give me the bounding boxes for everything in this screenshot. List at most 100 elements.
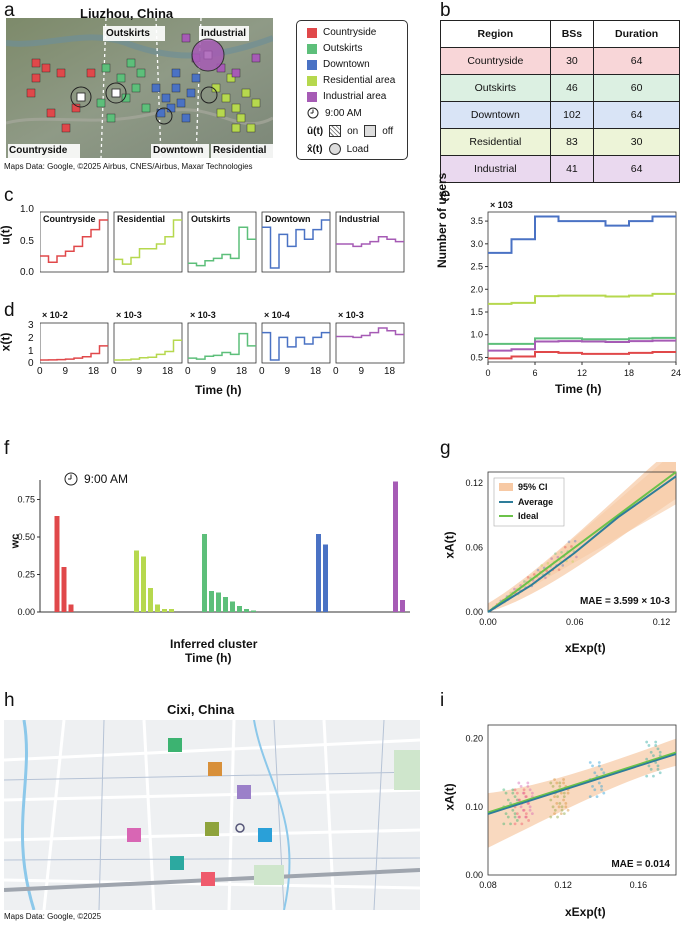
industrial-load-circle [191, 38, 225, 72]
countryside-load-circle [70, 86, 92, 108]
i-point [602, 791, 606, 795]
map-roads [4, 720, 420, 910]
d-frame [40, 322, 109, 364]
i-point [511, 788, 515, 792]
bs-marker [96, 98, 106, 108]
i-ideal-line [487, 751, 677, 813]
g-legend-avg: Average [518, 497, 553, 507]
g-point [557, 568, 561, 571]
d-subplot [187, 322, 257, 364]
panel-label-i: i [440, 690, 445, 711]
i-point [562, 812, 566, 816]
map-legend: Countryside Outskirts Downtown Residenti… [296, 20, 408, 160]
c-subplot: Countryside [40, 211, 109, 273]
i-point [522, 788, 526, 792]
bs-marker [41, 63, 51, 73]
d-scale-label: × 10-3 [116, 310, 142, 320]
e-series-line [488, 292, 676, 305]
i-point [588, 761, 592, 764]
i-point [649, 750, 653, 754]
bs-marker [141, 103, 151, 113]
g-xtick: 0.12 [653, 617, 671, 627]
residential-label-bg [211, 144, 273, 158]
i-point [528, 805, 532, 809]
bs-marker [191, 73, 201, 83]
bs-marker [236, 113, 246, 123]
c-series-line [188, 226, 256, 267]
i-point [556, 815, 559, 819]
f-bar [148, 588, 153, 612]
i-point [517, 798, 521, 802]
g-legend: 95% CI Average Ideal [493, 477, 565, 527]
f-bar [141, 556, 146, 612]
on-swatch-icon [329, 125, 342, 137]
i-point [656, 764, 660, 768]
d-series-line [114, 339, 182, 361]
i-point [524, 815, 527, 819]
e-frame [487, 211, 677, 363]
i-point [656, 747, 660, 751]
bs-marker [71, 103, 81, 113]
i-point [566, 808, 570, 812]
f-bar [54, 516, 60, 612]
bs-marker [216, 108, 226, 118]
bs-marker [127, 828, 141, 842]
d-xtick: 18 [236, 366, 248, 377]
d-series-line [262, 331, 330, 361]
bs-marker [171, 68, 181, 78]
legend-industrial: Industrial area [307, 91, 386, 102]
i-point [526, 784, 530, 788]
bs-marker [201, 872, 215, 886]
i-ytick: 0.00 [465, 870, 483, 880]
bs-marker [126, 58, 136, 68]
d-xtick: 9 [62, 366, 69, 377]
i-point [517, 815, 521, 819]
bs-marker [208, 762, 222, 776]
i-point [559, 812, 563, 816]
i-point [528, 788, 532, 792]
c-frame [113, 211, 183, 273]
bs-marker [237, 785, 251, 799]
table-header: Region BSs Duration [440, 20, 680, 48]
g-point [573, 539, 577, 543]
i-point [553, 778, 556, 781]
d-xtick: 0 [37, 366, 43, 377]
g-point [561, 564, 565, 567]
d-subplot [261, 322, 331, 364]
d-subplot [40, 322, 109, 364]
bs-marker [46, 108, 56, 118]
g-point [546, 562, 550, 565]
d-subplot [335, 322, 405, 364]
i-xtick: 0.08 [479, 880, 497, 890]
e-ytick: 1.0 [470, 330, 483, 340]
g-point [567, 540, 571, 544]
bs-marker [251, 98, 261, 108]
d-xtick: 0 [111, 366, 117, 377]
i-point [557, 805, 561, 809]
g-ideal-line [487, 471, 677, 613]
i-point [530, 812, 534, 816]
i-point [593, 788, 597, 792]
load-circle-icon [328, 143, 341, 155]
i-point [515, 798, 519, 802]
map-h-credit: Maps Data: Google, ©2025 [4, 912, 102, 921]
d-ytick: 1 [28, 346, 34, 357]
g-xtick: 0.00 [479, 617, 497, 627]
panel-e-chart: 0.5 1.0 1.5 2.0 2.5 3.0 3.5 0 6 12 18 24 [470, 211, 681, 378]
d-frame [113, 322, 183, 364]
g-xtick: 0.06 [566, 617, 584, 627]
g-point [523, 580, 526, 583]
cixi-title: Cixi, China [167, 702, 235, 717]
i-average-line [487, 752, 677, 815]
c-subplot-title: Countryside [43, 214, 96, 224]
e-xtick: 6 [532, 368, 537, 378]
i-point [645, 740, 649, 744]
f-bar [244, 609, 249, 612]
i-point [600, 788, 603, 792]
d-ytick: 2 [28, 333, 34, 344]
f-bar [134, 550, 139, 612]
i-point [591, 784, 594, 788]
i-point [553, 808, 557, 812]
c-subplot-title: Downtown [265, 214, 311, 224]
location-pin-icon [235, 823, 245, 833]
